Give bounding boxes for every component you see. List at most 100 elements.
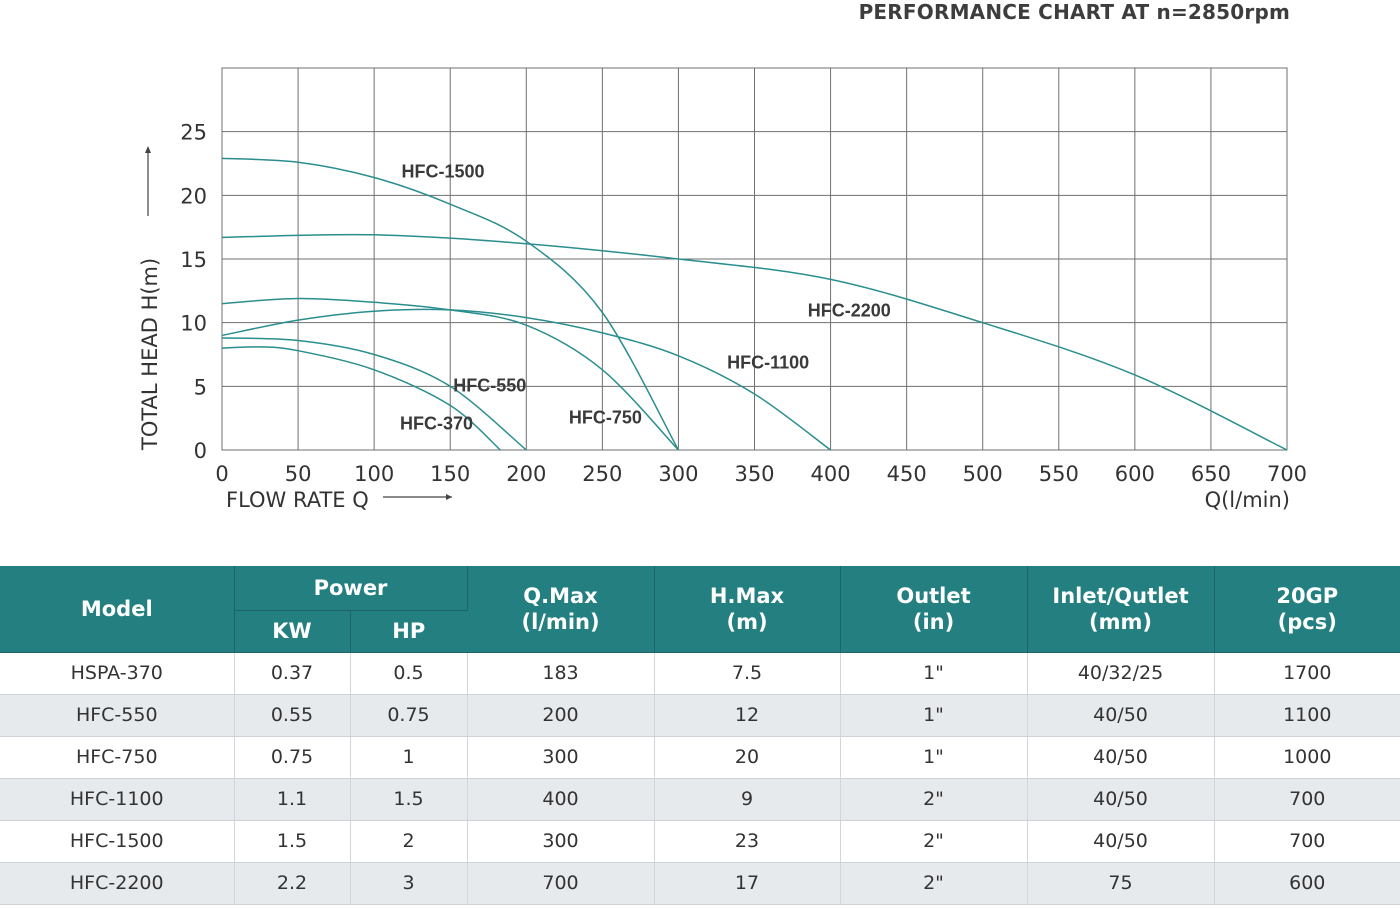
header-outlet-label: Outlet — [896, 583, 971, 608]
cell-qmax: 300 — [467, 820, 655, 863]
cell-model: HFC-2200 — [0, 862, 235, 905]
cell-hp: 1 — [350, 736, 468, 779]
cell-qmax: 300 — [467, 736, 655, 779]
cell-hp: 3 — [350, 862, 468, 905]
cell-hp: 2 — [350, 820, 468, 863]
x-tick-label: 200 — [506, 462, 546, 486]
series-line-hfc-1100 — [221, 308, 832, 451]
header-20gp-label: 20GP — [1276, 583, 1339, 608]
cell-hmax: 12 — [654, 694, 841, 737]
cell-20gp: 1700 — [1214, 652, 1400, 695]
cell-inlet-outlet: 40/50 — [1027, 694, 1215, 737]
cell-hmax: 17 — [654, 862, 841, 905]
header-kw: KW — [234, 610, 351, 653]
header-outlet: Outlet (in) — [840, 566, 1028, 653]
header-inlet: Inlet/Qutlet (mm) — [1027, 566, 1215, 653]
x-tick-label: 600 — [1115, 462, 1155, 486]
cell-outlet: 1" — [840, 694, 1028, 737]
table-row: HFC-1500 1.5 2 300 23 2" 40/50 700 — [0, 820, 1400, 863]
table-row: HSPA-370 0.37 0.5 183 7.5 1" 40/32/25 1700 — [0, 652, 1400, 695]
cell-model: HFC-750 — [0, 736, 235, 779]
y-tick-label: 20 — [180, 184, 207, 208]
table-row: HFC-550 0.55 0.75 200 12 1" 40/50 1100 — [0, 694, 1400, 737]
x-axis-label: FLOW RATE Q — [226, 488, 369, 512]
cell-outlet: 1" — [840, 652, 1028, 695]
cell-inlet-outlet: 40/50 — [1027, 736, 1215, 779]
cell-model: HFC-1100 — [0, 778, 235, 821]
cell-qmax: 183 — [467, 652, 655, 695]
cell-hp: 0.5 — [350, 652, 468, 695]
x-tick-label: 150 — [430, 462, 470, 486]
x-tick-label: 400 — [811, 462, 851, 486]
header-hmax: H.Max (m) — [654, 566, 841, 653]
x-tick-label: 250 — [582, 462, 622, 486]
curve-label-hfc-550: HFC-550 — [453, 375, 526, 395]
x-tick-label: 100 — [354, 462, 394, 486]
chart-grid — [221, 67, 1288, 451]
header-power: Power — [234, 566, 468, 611]
cell-hmax: 7.5 — [654, 652, 841, 695]
y-tick-label: 15 — [180, 248, 207, 272]
y-tick-label: 10 — [180, 312, 207, 336]
curve-label-hfc-750: HFC-750 — [569, 407, 642, 427]
cell-kw: 0.75 — [234, 736, 351, 779]
cell-qmax: 200 — [467, 694, 655, 737]
cell-outlet: 2" — [840, 820, 1028, 863]
cell-20gp: 700 — [1214, 820, 1400, 863]
series-line-hfc-550 — [221, 337, 527, 451]
chart-labels: 0 50 100 150 200 250 300 350 400 450 500 550 600 650 7… — [138, 121, 1307, 512]
curve-label-hfc-1100: HFC-1100 — [727, 353, 809, 373]
x-tick-label: 300 — [658, 462, 698, 486]
cell-kw: 1.5 — [234, 820, 351, 863]
chart-title: PERFORMANCE CHART AT n=2850rpm — [858, 0, 1290, 24]
x-tick-label: 650 — [1191, 462, 1231, 486]
header-inlet-unit: (mm) — [1089, 609, 1152, 634]
series-line-hfc-2200 — [221, 233, 1288, 451]
cell-outlet: 2" — [840, 862, 1028, 905]
cell-hmax: 20 — [654, 736, 841, 779]
chart-series — [221, 157, 1288, 451]
cell-inlet-outlet: 40/50 — [1027, 778, 1215, 821]
cell-20gp: 1100 — [1214, 694, 1400, 737]
cell-20gp: 600 — [1214, 862, 1400, 905]
cell-kw: 0.37 — [234, 652, 351, 695]
x-tick-label: 700 — [1267, 462, 1307, 486]
curve-label-hfc-1500: HFC-1500 — [402, 162, 485, 182]
performance-chart: 0 50 100 150 200 250 300 350 400 450 500 550 600 650 7… — [138, 67, 1307, 512]
cell-kw: 0.55 — [234, 694, 351, 737]
cell-model: HSPA-370 — [0, 652, 235, 695]
x-tick-label: 450 — [887, 462, 927, 486]
header-outlet-unit: (in) — [912, 609, 955, 634]
cell-hmax: 9 — [654, 778, 841, 821]
cell-outlet: 2" — [840, 778, 1028, 821]
header-hmax-unit: (m) — [726, 609, 768, 634]
x-tick-label: 350 — [734, 462, 774, 486]
header-hmax-label: H.Max — [709, 583, 785, 608]
y-tick-label: 5 — [194, 375, 207, 399]
cell-hp: 0.75 — [350, 694, 468, 737]
header-20gp: 20GP (pcs) — [1214, 566, 1400, 653]
header-qmax-label: Q.Max — [523, 583, 598, 608]
spec-table: Model Power Q.Max (l/min) H.Max (m) Outl… — [0, 566, 1400, 905]
header-inlet-label: Inlet/Qutlet — [1052, 583, 1189, 608]
spec-table-body: HSPA-370 0.37 0.5 183 7.5 1" 40/32/25 1700 HFC-5… — [0, 652, 1400, 905]
x-tick-label: 500 — [963, 462, 1003, 486]
x-axis-arrow-head — [446, 494, 452, 500]
cell-kw: 1.1 — [234, 778, 351, 821]
cell-20gp: 1000 — [1214, 736, 1400, 779]
series-line-hfc-1500 — [221, 157, 680, 451]
header-hp: HP — [350, 610, 468, 653]
cell-model: HFC-1500 — [0, 820, 235, 863]
cell-inlet-outlet: 75 — [1027, 862, 1215, 905]
y-tick-label: 25 — [180, 121, 207, 145]
y-axis-arrow-head — [145, 146, 151, 153]
table-row: HFC-2200 2.2 3 700 17 2" 75 600 — [0, 862, 1400, 905]
cell-hp: 1.5 — [350, 778, 468, 821]
cell-model: HFC-550 — [0, 694, 235, 737]
header-20gp-unit: (pcs) — [1277, 609, 1337, 634]
header-model: Model — [0, 566, 235, 653]
cell-hmax: 23 — [654, 820, 841, 863]
curve-label-hfc-2200: HFC-2200 — [808, 300, 891, 320]
x-tick-label: 50 — [285, 462, 312, 486]
series-line-hfc-370 — [221, 346, 501, 451]
